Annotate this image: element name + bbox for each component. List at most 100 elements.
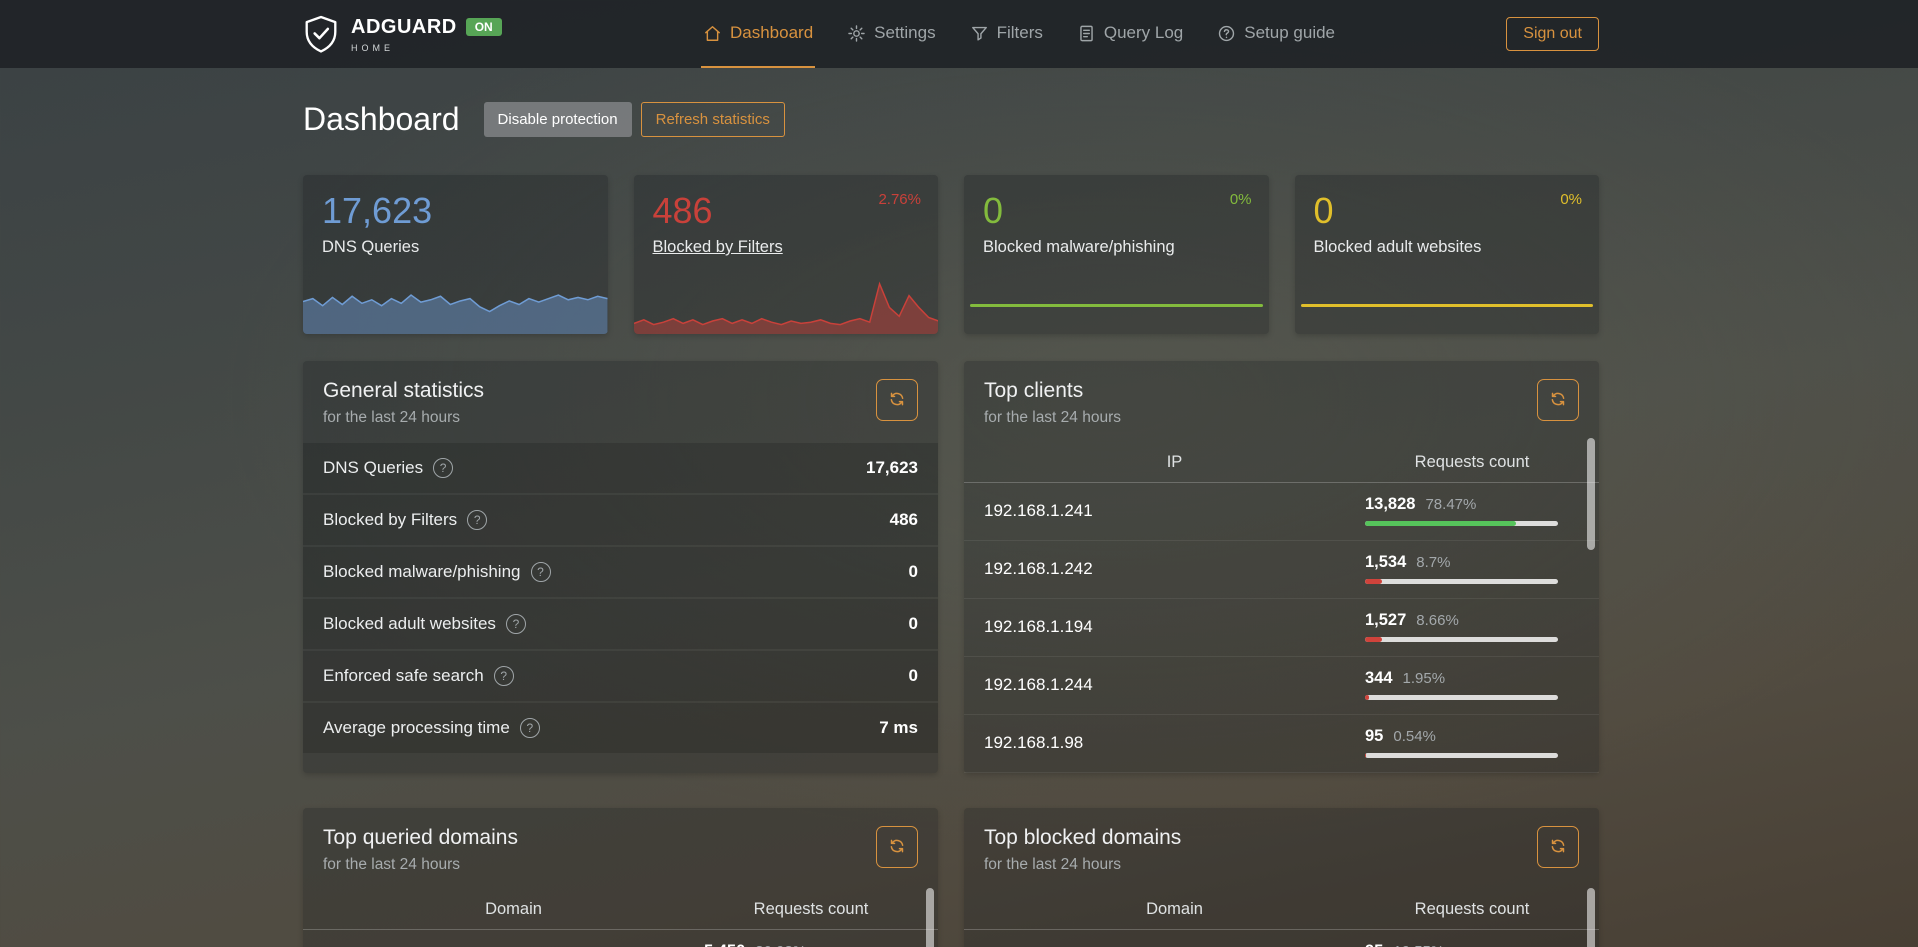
stats-row-processing-time: Average processing time 7 ms (303, 703, 938, 753)
nav-item-settings[interactable]: Settings (845, 0, 937, 68)
stat-cards-row: 17,623 DNS Queries 2.76% 486 Blocked by … (303, 175, 1599, 334)
progress-track (1365, 579, 1558, 584)
progress-fill (1365, 695, 1369, 700)
scrollbar-thumb[interactable] (1587, 438, 1595, 550)
malware-flatline (970, 304, 1263, 307)
column-header-ip: IP (1166, 453, 1183, 471)
stat-value: 0 (1313, 190, 1334, 231)
top-clients-card: Top clients for the last 24 hours IP (964, 361, 1599, 773)
request-percent: 1.95% (1402, 670, 1446, 687)
domain-row: vortex.data.microsoft.com 9519.55% (964, 930, 1599, 947)
table-header: Domain Requests count (964, 890, 1599, 930)
client-row: 192.168.1.194 1,527 8.66% (964, 599, 1599, 657)
nav-item-filters[interactable]: Filters (968, 0, 1045, 68)
table-header: IP Requests count (964, 443, 1599, 483)
disable-protection-button[interactable]: Disable protection (483, 102, 632, 137)
refresh-icon (888, 390, 906, 411)
nav-item-dashboard[interactable]: Dashboard (700, 0, 816, 68)
domain-row: api.entur.io 5,45030.93% (303, 930, 938, 947)
bottom-cards-row: Top queried domains for the last 24 hour… (303, 808, 1599, 947)
card-header: Top clients for the last 24 hours (964, 361, 1599, 443)
card-subtitle: for the last 24 hours (323, 856, 460, 873)
progress-track (1365, 521, 1558, 526)
help-icon[interactable] (493, 666, 514, 686)
sign-out-button[interactable]: Sign out (1506, 17, 1599, 51)
nav-item-query-log[interactable]: Query Log (1075, 0, 1185, 68)
progress-track (1365, 695, 1558, 700)
request-percent: 30.93% (755, 943, 806, 947)
stats-row-blocked-filters: Blocked by Filters 486 (303, 495, 938, 545)
stats-row-value: 486 (889, 510, 918, 529)
top-navbar: ADGUARD ON HOME Dashboard (0, 0, 1918, 68)
stats-row-label: Enforced safe search (323, 666, 484, 685)
stat-value: 486 (652, 190, 713, 231)
stat-card-blocked-adult: 0% 0 Blocked adult websites (1294, 175, 1599, 334)
request-percent: 8.7% (1416, 554, 1451, 571)
stat-percent: 0% (1229, 191, 1252, 208)
shield-logo-icon (303, 14, 339, 55)
client-ip[interactable]: 192.168.1.98 (984, 732, 1084, 752)
request-percent: 8.66% (1416, 612, 1459, 629)
stat-label: Blocked malware/phishing (983, 238, 1175, 256)
top-blocked-domains-card: Top blocked domains for the last 24 hour… (964, 808, 1599, 947)
card-subtitle: for the last 24 hours (323, 409, 460, 426)
brand[interactable]: ADGUARD ON HOME (303, 14, 502, 55)
stat-label-link[interactable]: Blocked by Filters (652, 238, 783, 256)
refresh-button[interactable] (1537, 826, 1579, 868)
gear-icon (847, 24, 866, 43)
progress-fill (1365, 637, 1382, 642)
refresh-button[interactable] (876, 826, 918, 868)
request-count: 95 (1365, 727, 1384, 745)
stats-row-blocked-adult: Blocked adult websites 0 (303, 599, 938, 649)
stats-row-label: Blocked malware/phishing (323, 562, 521, 581)
card-title: Top queried domains (323, 826, 518, 849)
help-icon[interactable] (530, 562, 551, 582)
client-ip[interactable]: 192.168.1.241 (984, 500, 1093, 520)
stats-row-value: 7 ms (879, 718, 918, 737)
client-ip[interactable]: 192.168.1.244 (984, 674, 1093, 694)
funnel-icon (970, 24, 989, 43)
help-icon[interactable] (467, 510, 488, 530)
blocked-filters-sparkline (633, 275, 938, 334)
brand-sub: HOME (351, 42, 394, 53)
table-header: Domain Requests count (303, 890, 938, 930)
card-title: Top clients (984, 379, 1084, 402)
scrollbar-thumb[interactable] (926, 888, 934, 947)
progress-fill (1365, 579, 1382, 584)
client-row: 192.168.1.241 13,828 78.47% (964, 483, 1599, 541)
stats-row-value: 0 (908, 562, 918, 581)
help-icon[interactable] (505, 614, 526, 634)
nav-item-label: Filters (996, 23, 1043, 42)
stats-row-dns-queries: DNS Queries 17,623 (303, 443, 938, 493)
nav-item-setup-guide[interactable]: Setup guide (1215, 0, 1337, 68)
help-icon[interactable] (433, 458, 454, 478)
nav-item-label: Settings (874, 23, 936, 42)
request-count: 344 (1365, 669, 1393, 687)
stats-row-label: Blocked by Filters (323, 510, 458, 529)
request-count: 95 (1365, 942, 1383, 947)
client-ip[interactable]: 192.168.1.242 (984, 558, 1093, 578)
stats-row-label: Average processing time (323, 718, 510, 737)
client-ip[interactable]: 192.168.1.194 (984, 616, 1093, 636)
stat-card-dns-queries: 17,623 DNS Queries (303, 175, 608, 334)
adult-flatline (1300, 304, 1593, 307)
refresh-statistics-button[interactable]: Refresh statistics (640, 102, 785, 137)
refresh-button[interactable] (1537, 379, 1579, 421)
refresh-button[interactable] (876, 379, 918, 421)
client-row: 192.168.1.244 344 1.95% (964, 657, 1599, 715)
column-header-count: Requests count (1414, 900, 1530, 918)
general-statistics-card: General statistics for the last 24 hours (303, 361, 938, 773)
mid-cards-row: General statistics for the last 24 hours (303, 361, 1599, 773)
column-header-count: Requests count (1414, 453, 1530, 471)
scrollbar-thumb[interactable] (1587, 888, 1595, 947)
help-icon[interactable] (519, 718, 540, 738)
progress-track (1365, 637, 1558, 642)
stat-value: 17,623 (322, 190, 433, 231)
nav-menu: Dashboard Settings (532, 0, 1507, 68)
card-header: General statistics for the last 24 hours (303, 361, 938, 443)
card-header: Top blocked domains for the last 24 hour… (964, 808, 1599, 890)
request-percent: 19.55% (1393, 943, 1444, 947)
dns-queries-sparkline (303, 275, 608, 334)
card-title: General statistics (323, 379, 485, 402)
